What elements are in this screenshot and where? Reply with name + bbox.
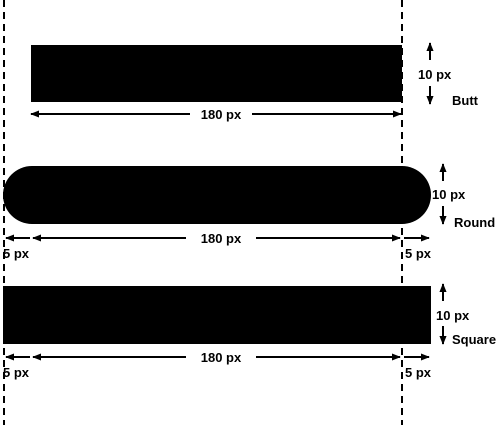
square-cap-name: Square xyxy=(452,332,496,347)
round-cap-name: Round xyxy=(454,215,495,230)
butt-cap-line xyxy=(31,45,402,102)
square-right-extension-label: 5 px xyxy=(405,365,432,380)
square-length-label: 180 px xyxy=(201,350,242,365)
round-right-extension-label: 5 px xyxy=(405,246,432,261)
butt-thickness-label: 10 px xyxy=(418,67,452,82)
round-cap-line xyxy=(3,166,431,224)
round-length-label: 180 px xyxy=(201,231,242,246)
square-thickness-label: 10 px xyxy=(436,308,470,323)
round-left-extension-label: 5 px xyxy=(3,246,30,261)
square-left-extension-label: 5 px xyxy=(3,365,30,380)
butt-cap-name: Butt xyxy=(452,93,479,108)
round-thickness-label: 10 px xyxy=(432,187,466,202)
square-cap-line xyxy=(3,286,431,344)
butt-length-label: 180 px xyxy=(201,107,242,122)
